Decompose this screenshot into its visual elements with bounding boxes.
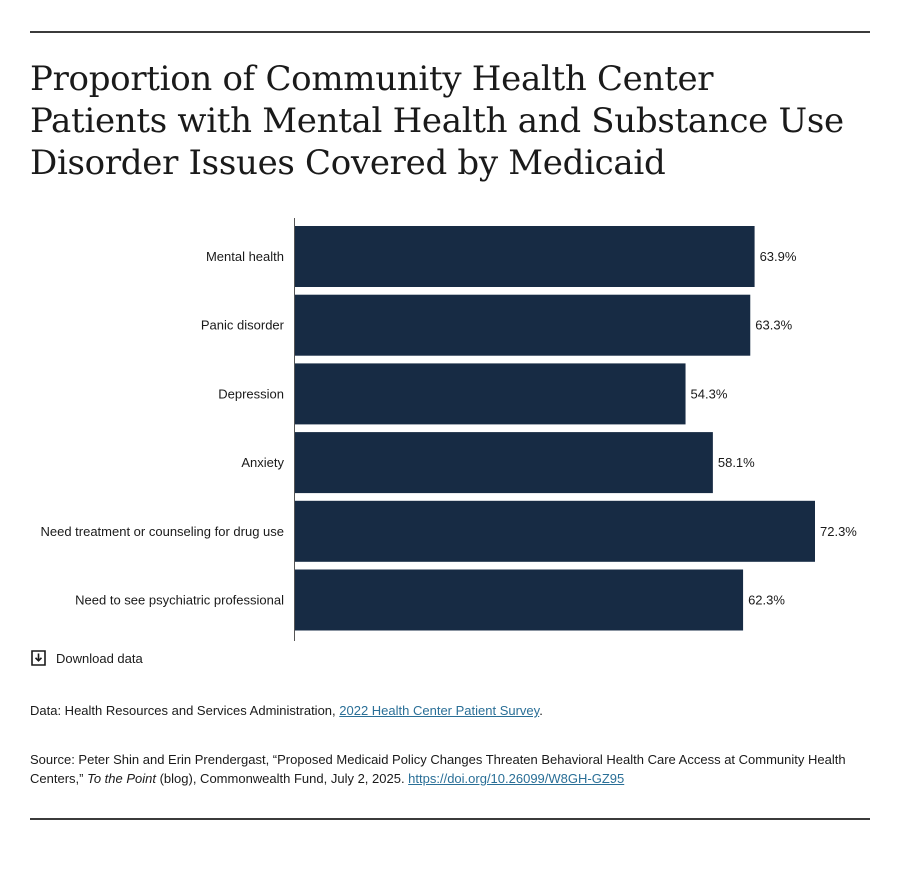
bar (295, 294, 751, 356)
category-label: Need treatment or counseling for drug us… (40, 524, 284, 539)
data-note: Data: Health Resources and Services Admi… (30, 701, 870, 720)
value-label: 54.3% (691, 386, 728, 401)
source-blog-name: To the Point (87, 771, 156, 786)
data-note-text: Data: Health Resources and Services Admi… (30, 703, 340, 718)
value-label: 72.3% (820, 524, 857, 539)
value-label: 62.3% (748, 593, 785, 608)
chart-title: Proportion of Community Health Center Pa… (30, 59, 844, 183)
bar (295, 226, 755, 287)
doi-link[interactable]: https://doi.org/10.26099/W8GH-GZ95 (408, 771, 625, 786)
category-label: Anxiety (241, 455, 284, 470)
category-label: Depression (218, 386, 284, 401)
top-divider (30, 31, 870, 33)
download-data-button[interactable]: Download data (30, 650, 143, 667)
download-data-label: Download data (56, 651, 143, 666)
value-label: 63.9% (760, 249, 797, 264)
source-note: Source: Peter Shin and Erin Prendergast,… (30, 750, 870, 788)
category-label: Need to see psychiatric professional (75, 593, 284, 608)
bar (295, 432, 713, 494)
source-note-middle: (blog), Commonwealth Fund, July 2, 2025. (155, 771, 409, 786)
value-label: 63.3% (755, 318, 792, 333)
value-label: 58.1% (718, 455, 755, 470)
bar (295, 569, 744, 631)
bar (295, 363, 686, 425)
category-label: Mental health (206, 249, 284, 264)
category-label: Panic disorder (201, 318, 285, 333)
data-source-link[interactable]: 2022 Health Center Patient Survey (339, 703, 540, 718)
download-icon (31, 650, 46, 666)
bar (295, 500, 815, 562)
data-note-suffix: . (539, 703, 543, 718)
source-note-text: Source: Peter Shin and Erin Prendergast,… (30, 752, 846, 786)
bottom-divider (30, 818, 870, 820)
bar-chart: Mental health 63.9% Panic disorder 63.3% Dep… (40, 218, 857, 641)
